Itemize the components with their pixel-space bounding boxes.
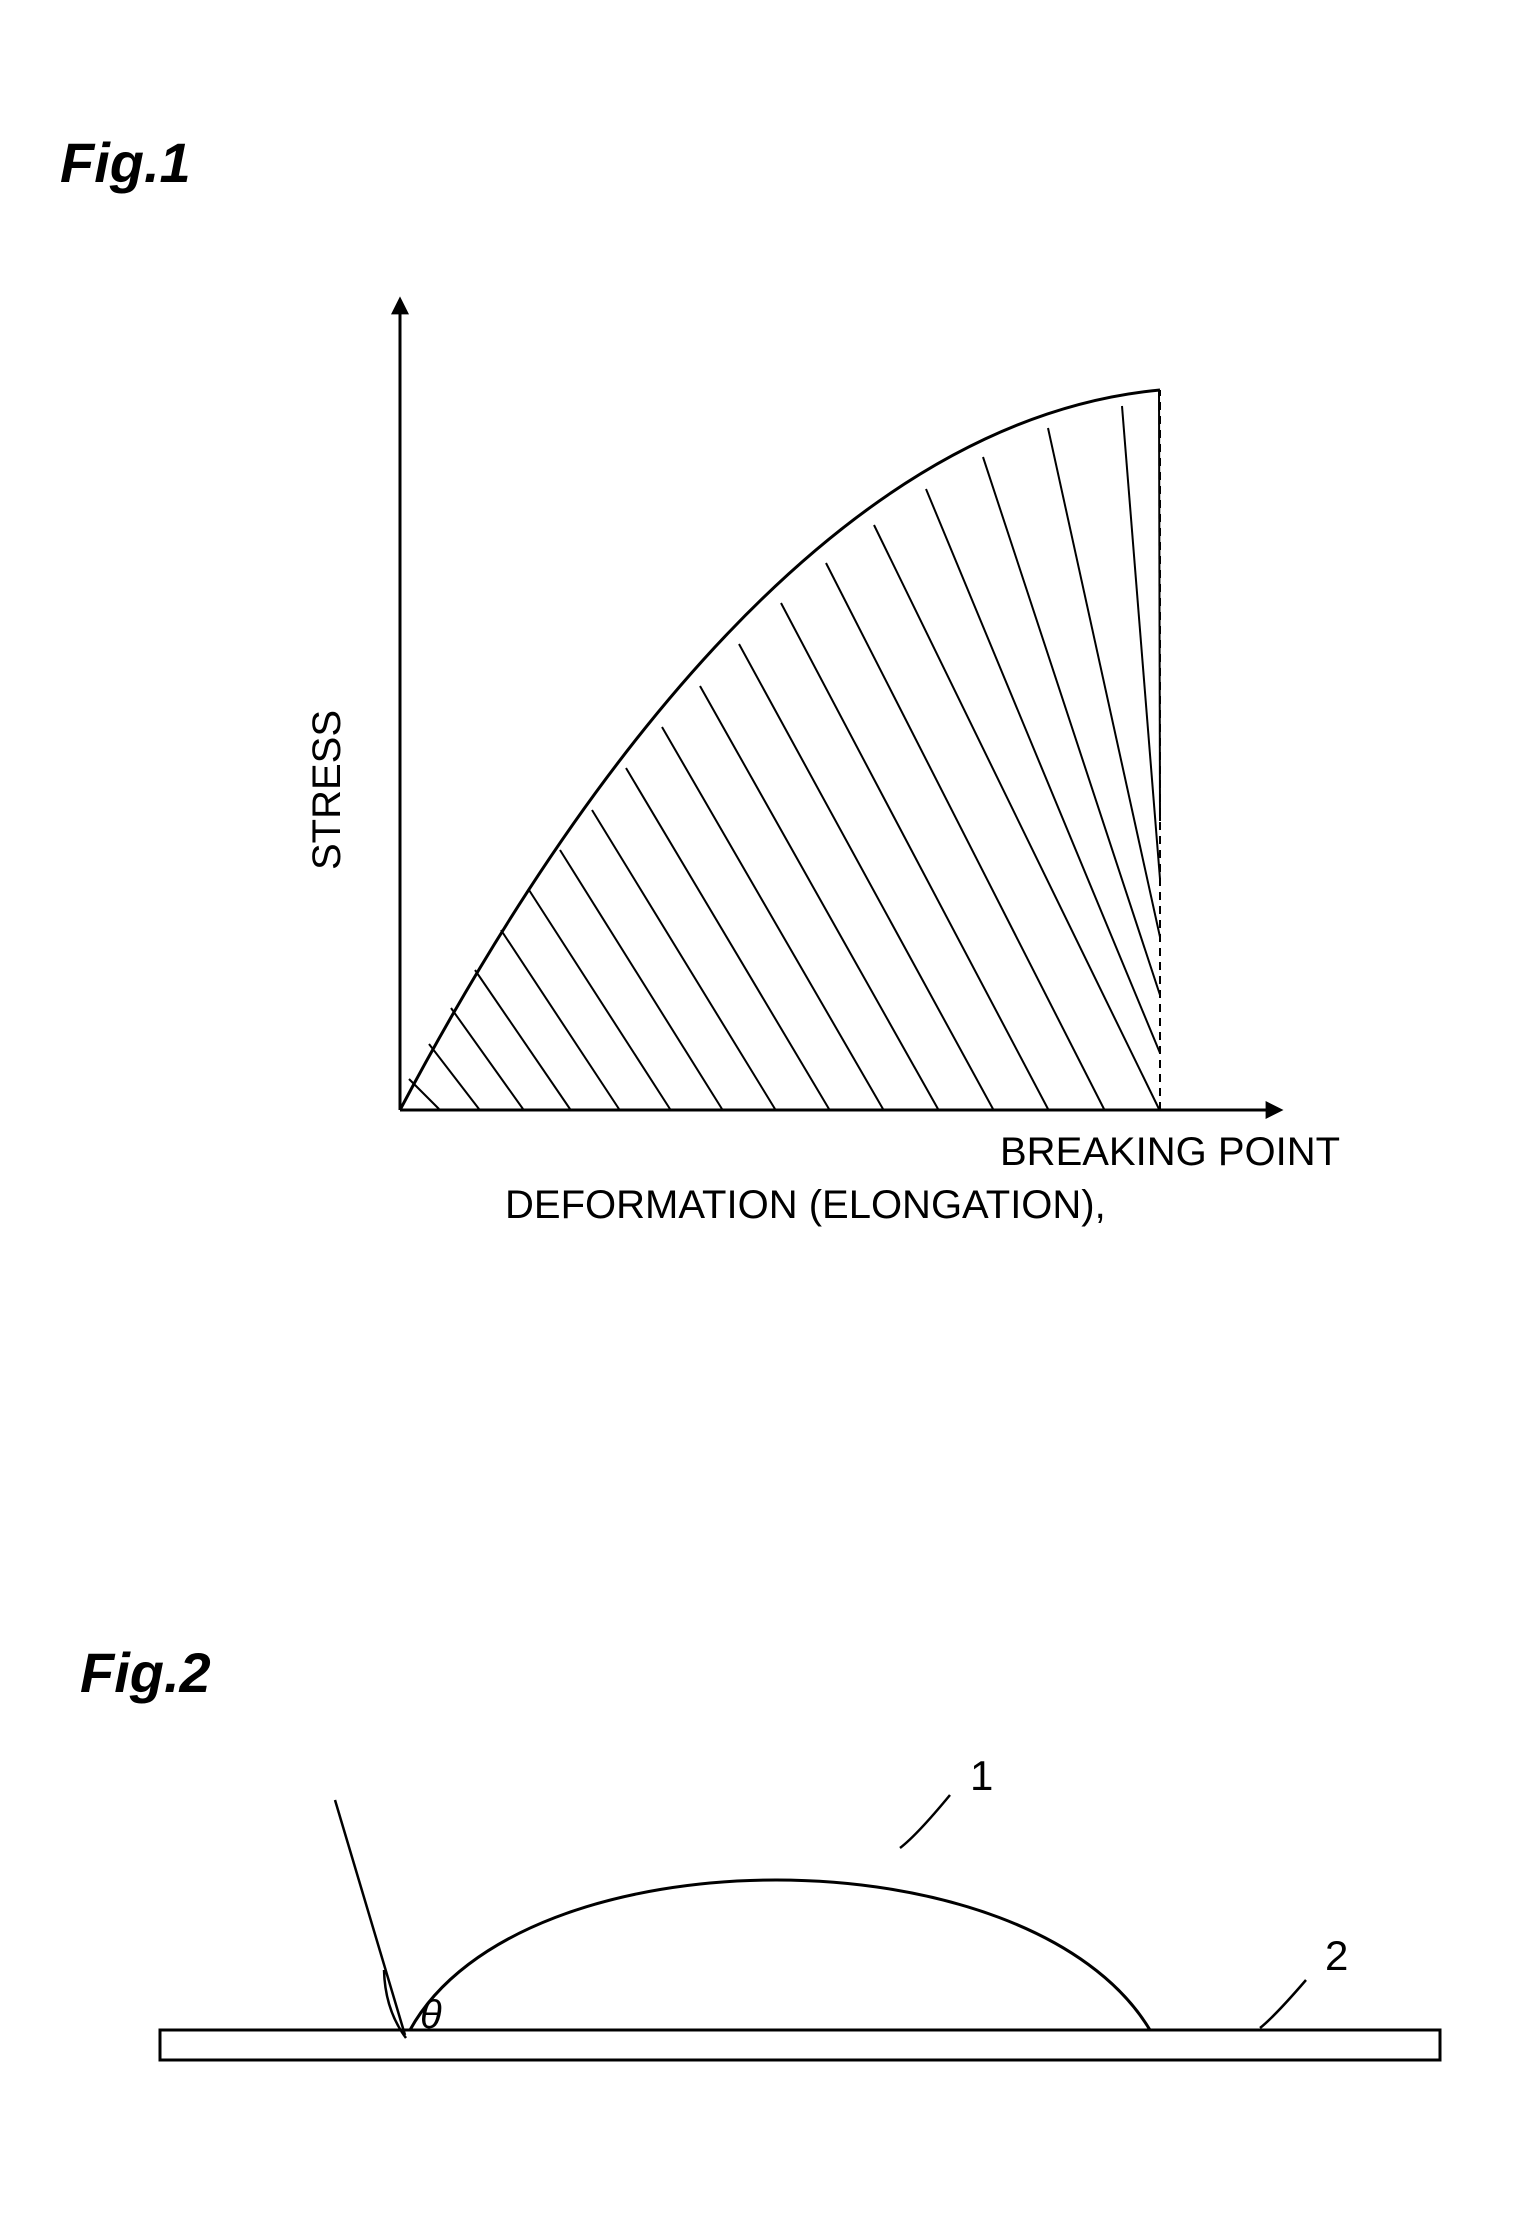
svg-text:BREAKING POINT: BREAKING POINT	[1000, 1130, 1340, 1174]
fig1-svg: STRESS BREAKING POINT DEFORMATION (ELONGAT…	[280, 270, 1380, 1270]
fig1-label: Fig.1	[60, 130, 191, 195]
svg-text:1: 1	[970, 1752, 993, 1799]
fig1-diagram: STRESS BREAKING POINT DEFORMATION (ELONGAT…	[280, 270, 1380, 1270]
svg-text:DEFORMATION (ELONGATION),: DEFORMATION (ELONGATION),	[505, 1183, 1106, 1227]
fig2-label-text: Fig.2	[80, 1641, 211, 1704]
fig2-label: Fig.2	[80, 1640, 211, 1705]
fig2-diagram: θ 1 2	[120, 1730, 1480, 2130]
fig2-svg: θ 1 2	[120, 1730, 1480, 2130]
fig1-label-text: Fig.1	[60, 131, 191, 194]
svg-text:2: 2	[1325, 1932, 1348, 1979]
svg-text:θ: θ	[420, 1993, 442, 2037]
hatch-group	[405, 391, 1160, 1109]
svg-text:STRESS: STRESS	[305, 710, 349, 870]
